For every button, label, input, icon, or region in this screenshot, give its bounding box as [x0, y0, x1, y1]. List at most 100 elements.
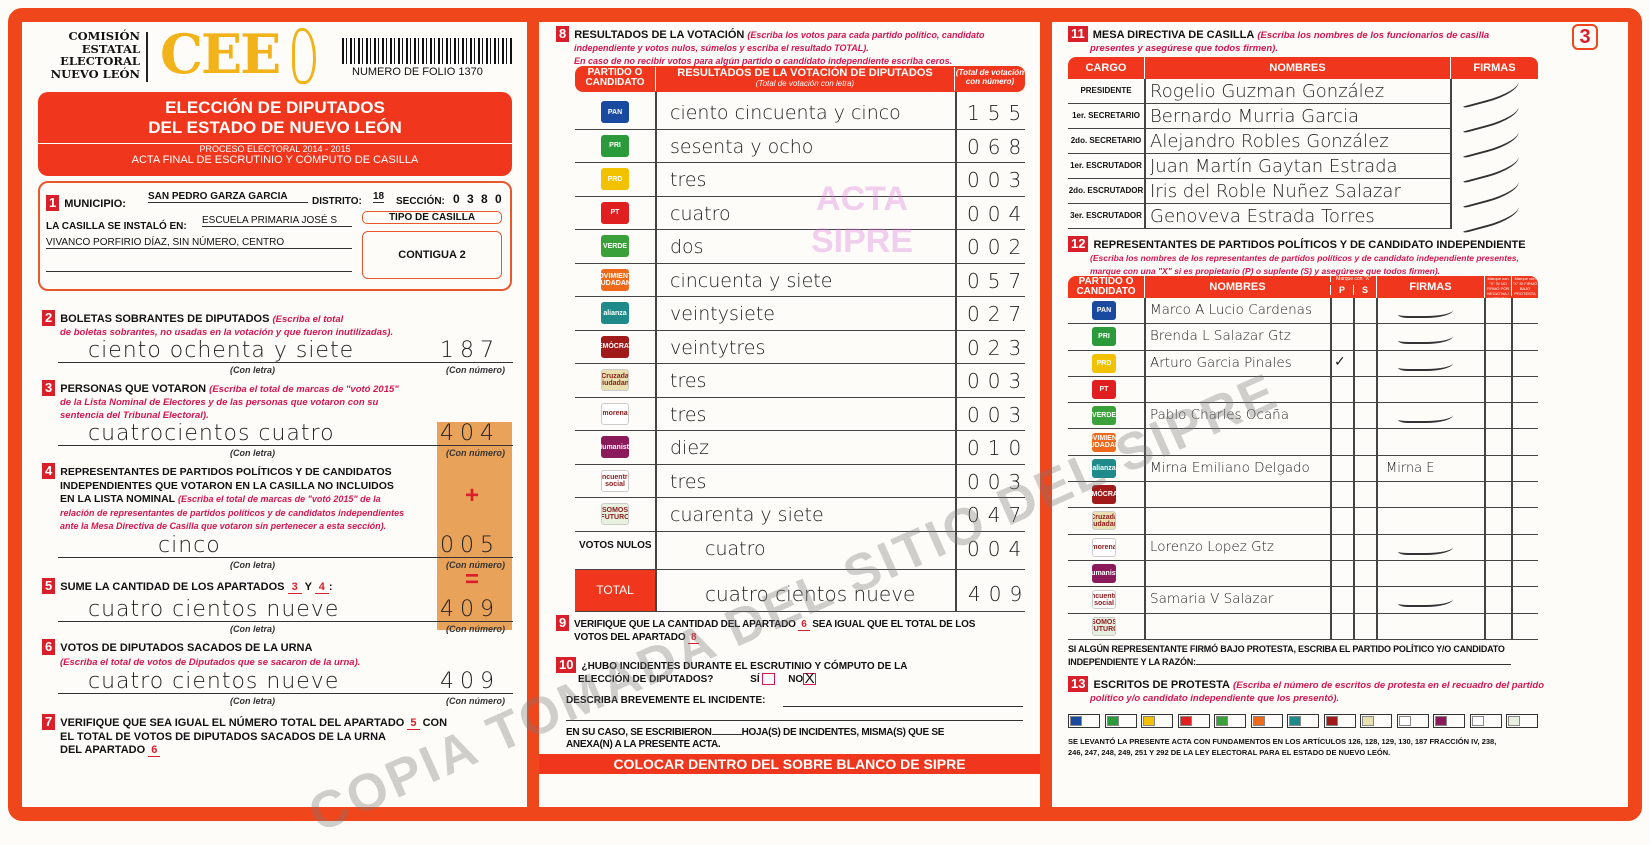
representative-name: Lorenzo Lopez Gtz: [1150, 538, 1274, 555]
vote-number-value: 003: [967, 469, 1030, 494]
caption: (Con letra): [230, 624, 275, 634]
representative-name: Brenda L Salazar Gtz: [1150, 328, 1291, 345]
official-name: Bernardo Murria Garcia: [1150, 106, 1360, 127]
protest-count-box[interactable]: [1287, 714, 1319, 728]
representative-name: Samaria V Salazar: [1150, 591, 1274, 608]
protest-count-box[interactable]: [1506, 714, 1538, 728]
incident-input-line[interactable]: [566, 720, 1023, 721]
label: HOJA(S) DE INCIDENTES, MISMA(S) QUE SE: [741, 727, 945, 738]
vote-letter-value: tres: [670, 470, 707, 493]
representative-row: VERDE Pablo Charles Ocaña: [1068, 403, 1538, 430]
section-title: REPRESENTANTES DE PARTIDOS POLÍTICOS Y D…: [60, 466, 392, 478]
representative-row: encuentro social Samaria V Salazar: [1068, 587, 1538, 614]
legal-basis: SE LEVANTÓ LA PRESENTE ACTA CON FUNDAMEN…: [1068, 736, 1496, 758]
section-12-header: 12 REPRESENTANTES DE PARTIDOS POLÍTICOS Y…: [1068, 236, 1526, 277]
section-number: 10: [556, 657, 577, 673]
protest-count-box[interactable]: [1396, 714, 1429, 728]
protest-reason-input[interactable]: [1195, 664, 1511, 665]
label: DESCRIBA BREVEMENTE EL INCIDENTE:: [566, 695, 766, 706]
label: SI ALGÚN REPRESENTANTE FIRMÓ BAJO PROTES…: [1068, 644, 1505, 654]
representative-row: Cruzada Ciudadana: [1068, 508, 1538, 535]
representative-row: PRI Brenda L Salazar Gtz: [1068, 324, 1538, 351]
vote-letter-value: cuarenta y siete: [670, 504, 824, 526]
column-divider: [1376, 298, 1378, 640]
instruction: relación de representantes de partidos p…: [60, 507, 405, 518]
label: LA CASILLA SE INSTALÓ EN:: [46, 221, 187, 232]
answer-line: ciento ochenta y siete 187: [58, 337, 513, 363]
party-logo-icon: MOVIMIENTO CIUDADANO: [601, 268, 629, 291]
result-row: PAN ciento cincuenta y cinco 155: [575, 96, 1025, 130]
barcode: [342, 38, 512, 64]
official-role: PRESIDENTE: [1080, 86, 1132, 95]
instruction: marque con una "X" si es propietario (P)…: [1090, 265, 1441, 276]
section-1: 1 MUNICIPIO: SAN PEDRO GARZA GARCIA DISTR…: [38, 181, 512, 291]
protest-count-box[interactable]: [1433, 714, 1465, 728]
protest-count-box[interactable]: [1177, 714, 1210, 728]
vote-number-value: 047: [967, 503, 1030, 527]
representative-row: MOVIMIENTO CIUDADANO: [1068, 430, 1538, 456]
vote-letter-value: veintysiete: [670, 303, 775, 325]
si-checkbox[interactable]: [762, 673, 776, 686]
vote-number-value: 002: [967, 235, 1030, 259]
instruction: (Escriba los votos para cada partido pol…: [747, 30, 985, 40]
representative-name: Mirna Emiliano Delgado: [1150, 459, 1310, 476]
label: Y: [304, 581, 312, 593]
instruction: En caso de no recibir votos para algún p…: [574, 56, 953, 66]
official-row: 2do. SECRETARIO Alejandro Robles González: [1068, 123, 1522, 159]
vote-number-value: 155: [967, 101, 1030, 125]
section-number: 6: [42, 639, 56, 655]
protest-count-box[interactable]: [1360, 714, 1392, 728]
instruction: ante la Mesa Directiva de Casilla que vo…: [60, 521, 387, 531]
official-row: 1er. ESCRUTADOR Juan Martín Gaytan Estrad…: [1068, 148, 1522, 184]
party-logo-icon: [1106, 716, 1119, 726]
instruction: (Escriba los nombres de los funcionarios…: [1257, 30, 1490, 41]
results-table-header: PARTIDO O CANDIDATO RESULTADOS DE LA VOT…: [575, 66, 1025, 92]
incident-input-line[interactable]: [783, 706, 1023, 707]
protest-count-box[interactable]: [1141, 714, 1173, 728]
signature: [1398, 539, 1453, 555]
column-header: FIRMAS: [1376, 276, 1484, 298]
column-divider: [1511, 298, 1513, 640]
protest-count-box[interactable]: [1469, 714, 1502, 728]
vote-letter-value: ciento cincuenta y cinco: [670, 102, 901, 124]
handwritten-letter-value: ciento ochenta y siete: [88, 338, 355, 363]
column-header: RESULTADOS DE LA VOTACIÓN DE DIPUTADOS (T…: [655, 67, 955, 91]
officials-table-header: CARGO NOMBRES FIRMAS: [1068, 57, 1538, 79]
page-number: 3: [1572, 24, 1598, 50]
party-logo-icon: Cruzada Ciudadana: [601, 369, 629, 391]
section-title: REPRESENTANTES DE PARTIDOS POLÍTICOS Y D…: [1093, 239, 1526, 251]
cee-logo: CEE: [160, 22, 281, 86]
caption: (Con letra): [230, 365, 275, 375]
party-logo-icon: [1252, 716, 1265, 726]
propietario-mark[interactable]: ✓: [1334, 353, 1346, 370]
column-divider: [1450, 79, 1452, 229]
column-header: NOMBRES: [1144, 57, 1450, 79]
section-title: VOTOS DEL APARTADO: [574, 631, 686, 643]
protest-count-box[interactable]: [1214, 714, 1246, 728]
null-votes-label: VOTOS NULOS: [579, 539, 652, 551]
handwritten-letter-value: cuatro cientos nueve: [88, 669, 340, 694]
sheets-input[interactable]: [711, 734, 742, 735]
protest-count-box[interactable]: [1250, 714, 1283, 728]
label: ANEXA(N) A LA PRESENTE ACTA.: [566, 739, 721, 750]
caption: (Con número): [446, 365, 505, 375]
ref-value: 3: [287, 581, 302, 594]
org-line: NUEVO LEÓN: [50, 66, 140, 81]
representative-row: morena Lorenzo Lopez Gtz: [1068, 535, 1538, 561]
protest-count-box[interactable]: [1104, 714, 1137, 728]
representative-name: Pablo Charles Ocaña: [1150, 407, 1290, 424]
protest-count-box[interactable]: [1323, 714, 1356, 728]
protest-count-box[interactable]: [1068, 714, 1100, 728]
section-4: 4 REPRESENTANTES DE PARTIDOS POLÍTICOS Y …: [42, 463, 404, 534]
result-row: alianza veintysiete 027: [575, 297, 1025, 331]
caption: (Con número): [446, 560, 505, 570]
party-logo-icon: [1471, 716, 1484, 726]
section-title: SEA IGUAL QUE EL TOTAL DE LOS: [812, 619, 976, 630]
signature: [1398, 302, 1453, 318]
vote-letter-value: sesenta y ocho: [670, 135, 814, 158]
representative-row: Humanista: [1068, 561, 1538, 588]
equals-sign: =: [465, 566, 480, 593]
no-checkbox[interactable]: X: [803, 670, 817, 688]
party-logo-icon: [1435, 716, 1447, 726]
